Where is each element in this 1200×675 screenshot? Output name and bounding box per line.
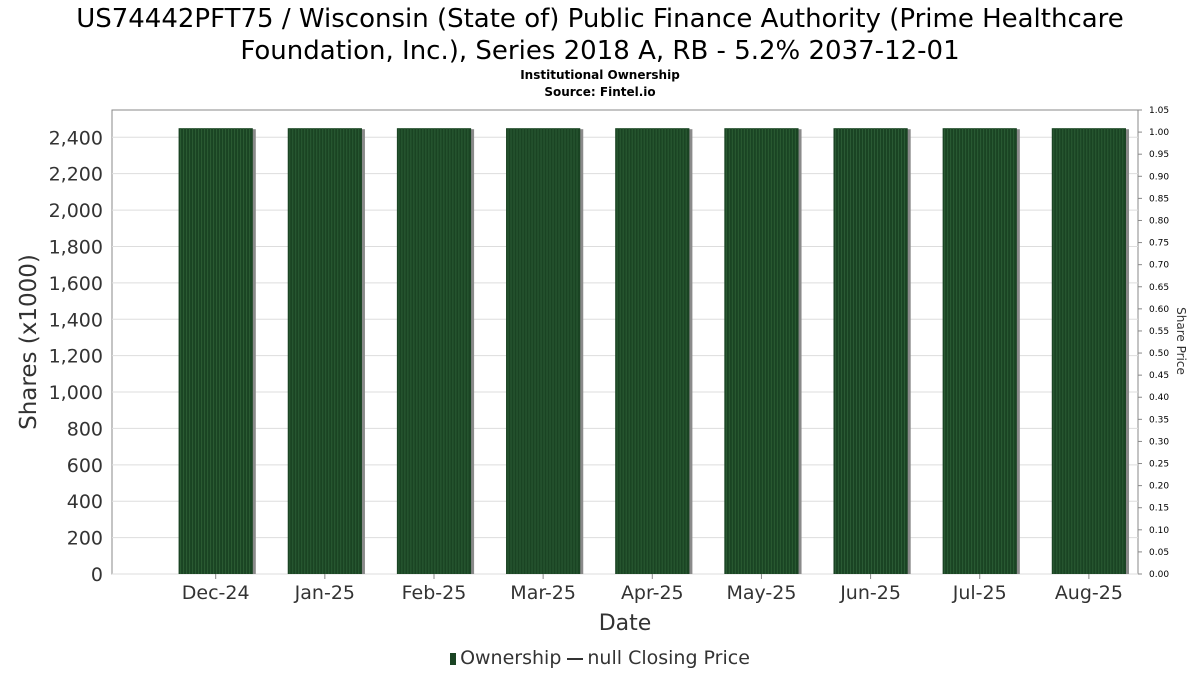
y-tick-label: 1,400 [49,309,103,331]
x-tick-label: Jun-25 [839,582,901,604]
y2-tick-label: 0.85 [1149,194,1169,204]
price-legend-label: null Closing Price [587,647,750,669]
x-axis-label: Date [599,611,652,636]
y-tick-label: 2,200 [49,164,103,186]
y-tick-label: 2,000 [49,200,103,222]
y-tick-label: 200 [67,528,103,550]
chart-title-line-2: Foundation, Inc.), Series 2018 A, RB - 5… [240,36,960,66]
y2-tick-label: 0.75 [1149,239,1169,249]
y2-tick-label: 0.35 [1149,415,1169,425]
y2-tick-label: 0.45 [1149,371,1169,381]
y-tick-label: 800 [67,418,103,440]
y2-tick-label: 0.50 [1149,349,1169,359]
y2-tick-label: 0.55 [1149,327,1169,337]
y-tick-label: 1,000 [49,382,103,404]
y2-tick-label: 0.65 [1149,283,1169,293]
x-tick-label: Mar-25 [510,582,576,604]
y2-axis-label: Share Price [1174,307,1188,375]
x-tick-label: Jan-25 [294,582,355,604]
x-tick-label: Aug-25 [1055,582,1123,604]
y2-tick-label: 0.95 [1149,150,1169,160]
chart-legend: Ownership null Closing Price [0,647,1200,669]
ownership-legend-label: Ownership [460,647,562,669]
y2-tick-label: 0.70 [1149,261,1169,271]
y2-tick-label: 0.20 [1149,482,1169,492]
y-tick-label: 1,200 [49,346,103,368]
y-tick-label: 0 [91,564,103,586]
y-tick-label: 2,400 [49,127,103,149]
y-tick-label: 400 [67,491,103,513]
y2-tick-label: 0.90 [1149,172,1169,182]
y-axis-label: Shares (x1000) [16,254,42,430]
x-tick-label: May-25 [726,582,796,604]
y2-tick-label: 0.60 [1149,305,1169,315]
price-legend-line [567,657,584,660]
ownership-legend-swatch [450,652,457,665]
y2-tick-label: 1.05 [1149,106,1169,116]
x-tick-label: Feb-25 [402,582,467,604]
y2-tick-label: 0.15 [1149,504,1169,514]
chart-source: Source: Fintel.io [544,85,656,99]
y2-tick-label: 1.00 [1149,128,1169,138]
ownership-chart: 0 200 400 600 800 1,000 1,200 1,400 1,600 1,800 2,… [16,106,1188,636]
chart-title: US74442PFT75 / Wisconsin (State of) Publ… [0,3,1200,67]
x-tick-label: Dec-24 [182,582,250,604]
y-tick-label: 1,600 [49,273,103,295]
y2-tick-label: 0.05 [1149,548,1169,558]
x-tick-label: Apr-25 [621,582,684,604]
x-tick-label: Jul-25 [952,582,1007,604]
y2-tick-label: 0.30 [1149,437,1169,447]
y-tick-label: 1,800 [49,236,103,258]
y2-tick-label: 0.00 [1149,570,1169,580]
y-tick-label: 600 [67,455,103,477]
y2-tick-label: 0.80 [1149,216,1169,226]
y2-tick-label: 0.25 [1149,460,1169,470]
y2-tick-label: 0.10 [1149,526,1169,536]
chart-title-line-1: US74442PFT75 / Wisconsin (State of) Publ… [76,4,1124,34]
chart-subtitle: Institutional Ownership [520,68,680,82]
y2-tick-label: 0.40 [1149,393,1169,403]
